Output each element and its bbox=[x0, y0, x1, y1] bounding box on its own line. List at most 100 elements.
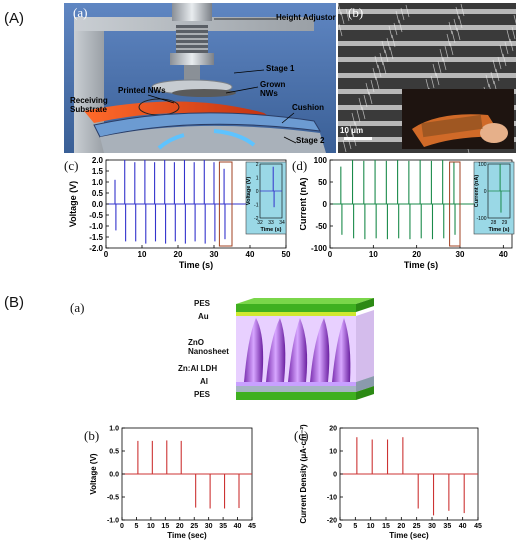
inset-x-tick-label: 34 bbox=[279, 220, 285, 226]
x-tick-label: 35 bbox=[443, 523, 451, 530]
x-tick-label: 5 bbox=[353, 523, 357, 530]
x-tick-label: 40 bbox=[246, 250, 255, 259]
inset-y-tick-label: 1 bbox=[256, 175, 259, 181]
layer-label-al: Al bbox=[200, 377, 208, 386]
y-tick-label: -2.0 bbox=[89, 244, 103, 253]
x-axis-label: Time (s) bbox=[404, 260, 438, 270]
top-pes-top-face bbox=[236, 298, 374, 304]
y-tick-label: 1.0 bbox=[109, 425, 119, 432]
y-tick-label: -0.5 bbox=[89, 211, 103, 220]
cushion bbox=[93, 112, 321, 138]
y-tick-label: 0 bbox=[333, 471, 337, 478]
y-axis-label: Current (nA) bbox=[300, 178, 308, 231]
inset-y-axis-label: Voltage (V) bbox=[246, 177, 252, 205]
y-tick-label: -20 bbox=[327, 517, 337, 524]
panel-a-a-label: (a) bbox=[73, 5, 88, 20]
x-tick-label: 10 bbox=[138, 250, 147, 259]
motion-arrow-left bbox=[157, 133, 185, 150]
x-tick-label: 10 bbox=[369, 250, 378, 259]
inset-x-tick-label: 32 bbox=[257, 220, 263, 226]
inset-y-tick-label: -2 bbox=[254, 216, 259, 222]
inset-background bbox=[245, 161, 287, 235]
y-tick-label: -10 bbox=[327, 494, 337, 501]
y-tick-label: 0.0 bbox=[92, 200, 104, 209]
callout-grown-nws: Grown NWs bbox=[260, 80, 286, 98]
layer-label-pes-top: PES bbox=[194, 299, 211, 308]
x-tick-label: 20 bbox=[176, 523, 184, 530]
x-tick-label: 40 bbox=[459, 523, 467, 530]
zno-nanosheets bbox=[244, 318, 351, 382]
au-layer bbox=[236, 312, 356, 316]
voltage-chart-b: 0 5 10 15 20 25 30 35 40 45 -1.0 -0.5 0.0 0.5 1.0 Time … bbox=[89, 425, 256, 540]
x-tick-label: 25 bbox=[413, 523, 421, 530]
motion-arrow-right bbox=[213, 129, 256, 147]
inset-y-axis-label: Current (nA) bbox=[474, 175, 480, 208]
y-tick-label: 1.5 bbox=[92, 167, 104, 176]
layer-label-zno: ZnO Nanosheet bbox=[188, 338, 229, 356]
stage2 bbox=[100, 125, 326, 153]
x-tick-label: 30 bbox=[456, 250, 465, 259]
inset-y-tick-label: 0 bbox=[484, 189, 487, 195]
y-tick-label: 1.0 bbox=[92, 178, 104, 187]
panel-b-b-label: (b) bbox=[84, 428, 100, 443]
al-layer bbox=[236, 386, 356, 392]
layer-label-pes-bottom: PES bbox=[194, 390, 211, 399]
inset-y-tick-label: -1 bbox=[254, 202, 259, 208]
current-chart-a: 0 10 20 30 40 -100 -50 0 50 100 Time (s) Current (n… bbox=[300, 156, 515, 270]
x-tick-label: 20 bbox=[174, 250, 183, 259]
panel-b-a-label: (a) bbox=[70, 300, 85, 315]
stage1-shaft bbox=[184, 65, 200, 83]
x-tick-label: 10 bbox=[367, 523, 375, 530]
section-b-label: (B) bbox=[4, 294, 24, 311]
inset-x-tick-label: 33 bbox=[268, 220, 274, 226]
y-tick-label: -50 bbox=[315, 222, 327, 231]
height-adjustor-top bbox=[172, 3, 212, 21]
x-tick-label: 0 bbox=[120, 523, 124, 530]
layered-device-schematic bbox=[236, 298, 374, 400]
x-tick-label: 10 bbox=[147, 523, 155, 530]
x-tick-label: 40 bbox=[499, 250, 508, 259]
inset-x-tick-label: 28 bbox=[491, 220, 497, 226]
x-tick-label: 45 bbox=[248, 523, 256, 530]
panel-b-c-label: (c) bbox=[294, 428, 309, 443]
inset-x-axis-label: Time (s) bbox=[489, 227, 510, 233]
panel-a-b-label: (b) bbox=[348, 5, 364, 20]
stage1-mount bbox=[170, 53, 214, 65]
panel-a-c-label: (c) bbox=[64, 158, 79, 173]
frame-top-beam bbox=[74, 17, 314, 31]
scale-bar-label: 10 μm bbox=[340, 126, 364, 135]
callout-printed-nws: Printed NWs bbox=[118, 86, 166, 95]
contact-printing-schematic bbox=[64, 3, 336, 153]
y-tick-label: -0.5 bbox=[107, 494, 119, 501]
x-tick-label: 15 bbox=[382, 523, 390, 530]
inset-x-tick-label: 29 bbox=[502, 220, 508, 226]
sem-nanowire-image bbox=[338, 3, 516, 153]
inset-y-tick-label: -100 bbox=[476, 216, 486, 222]
height-adjustor-thread bbox=[176, 25, 208, 53]
x-tick-label: 25 bbox=[190, 523, 198, 530]
voltage-chart-a: 0 10 20 30 40 50-2.0-1.5-1.0-0.50.00.51.01.52… bbox=[68, 156, 291, 270]
x-tick-label: 0 bbox=[328, 250, 333, 259]
y-tick-label: -1.0 bbox=[107, 517, 119, 524]
callout-height-adjustor: Height Adjustor bbox=[276, 13, 336, 22]
x-tick-label: 50 bbox=[282, 250, 291, 259]
y-tick-label: 2.0 bbox=[92, 156, 104, 165]
x-tick-label: 30 bbox=[428, 523, 436, 530]
highlight-box bbox=[449, 161, 461, 247]
x-axis-label: Time (s) bbox=[179, 260, 213, 270]
inset-y-tick-label: 0 bbox=[256, 189, 259, 195]
y-tick-label: 0.0 bbox=[109, 471, 119, 478]
x-tick-label: 30 bbox=[210, 250, 219, 259]
x-tick-label: 0 bbox=[338, 523, 342, 530]
top-pes-layer bbox=[236, 304, 356, 312]
y-tick-label: 50 bbox=[318, 178, 327, 187]
layer-label-au: Au bbox=[198, 312, 209, 321]
grown-nws-layer bbox=[172, 89, 236, 97]
bottom-pes-layer bbox=[236, 392, 356, 400]
inset-x-axis-label: Time (s) bbox=[261, 227, 282, 233]
y-axis-label: Voltage (V) bbox=[89, 453, 98, 495]
x-tick-label: 0 bbox=[104, 250, 109, 259]
x-tick-label: 20 bbox=[412, 250, 421, 259]
x-tick-label: 45 bbox=[474, 523, 482, 530]
y-tick-label: 0.5 bbox=[109, 448, 119, 455]
